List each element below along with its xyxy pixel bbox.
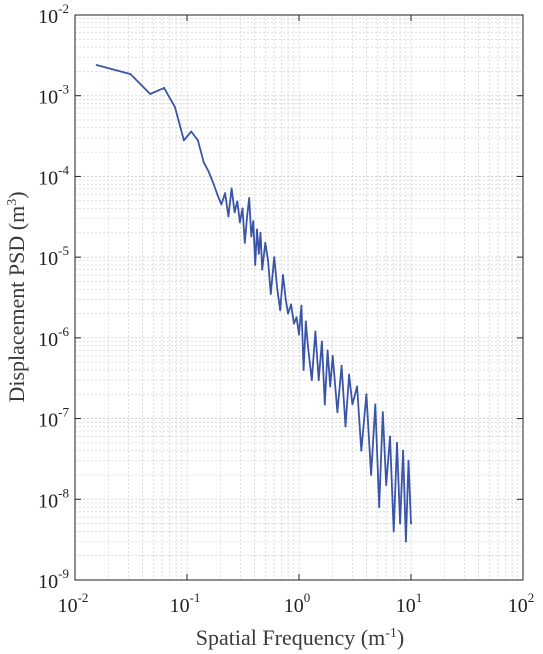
data-point [230,187,233,190]
data-point [385,484,388,486]
data-point [407,459,410,462]
data-point [314,330,317,333]
data-point [360,449,363,452]
x-tick-label: 10-1 [170,590,201,617]
data-point [216,194,219,197]
data-point [269,293,272,295]
data-point [326,349,329,352]
data-point [410,522,412,525]
data-point [241,207,244,210]
data-point [264,242,267,244]
data-point [279,309,282,312]
data-point [248,197,251,199]
data-point [348,373,350,376]
data-point [224,192,227,195]
data-point [295,316,298,319]
data-point [290,303,292,306]
data-point [381,411,384,414]
data-point [336,411,339,414]
data-point [257,252,260,255]
data-point [287,312,289,315]
x-tick-labels: 10-2 10-1 100 101 102 [58,590,535,617]
data-point [220,203,223,206]
data-point [396,442,398,444]
data-point [300,304,303,307]
data-point [183,139,185,142]
data-point [344,425,347,428]
data-point [227,215,230,218]
data-point [340,364,343,367]
data-point [284,298,287,301]
data-point [95,64,98,66]
tick-marks [74,14,524,581]
data-point [236,200,239,203]
data-point [250,235,253,238]
series-points [95,64,412,543]
data-point [331,354,334,357]
y-tick-labels: 10-9 10-8 10-7 10-6 10-5 10-4 10-3 10-2 [38,1,69,593]
x-axis-label: Spatial Frequency (m-1) [196,625,404,650]
data-point [329,385,332,388]
data-point [351,403,354,406]
data-point [149,93,152,95]
data-point [267,259,269,262]
x-tick-label: 100 [284,590,311,617]
grid-lines [75,15,523,580]
data-point [302,369,305,371]
data-point [304,320,307,323]
data-point [207,170,210,173]
data-point [392,530,395,533]
y-tick-label: 10-6 [38,324,69,351]
data-point [323,403,326,406]
data-point [310,379,313,381]
y-tick-label: 10-5 [38,243,69,270]
y-axis-label: Displacement PSD (m3) [4,191,29,402]
psd-series-line [96,64,412,543]
data-point [174,106,176,109]
data-point [197,139,199,142]
data-point [356,385,358,388]
data-point [259,231,262,234]
data-point [261,268,264,271]
data-point [378,506,381,508]
data-point [246,215,249,218]
data-point [233,211,236,214]
data-point [190,130,193,133]
data-point [374,403,377,406]
y-tick-label: 10-9 [38,566,69,593]
data-point [307,344,309,347]
data-point [298,333,300,336]
data-point [273,256,276,258]
x-tick-label: 101 [396,590,423,617]
data-point [405,540,407,543]
data-point [252,220,255,223]
data-point [365,393,368,396]
data-point [321,340,323,343]
data-point [243,242,246,244]
data-point [370,474,372,476]
data-point [282,274,284,276]
y-tick-label: 10-2 [38,1,69,28]
data-point [212,182,215,185]
data-point [256,228,258,231]
y-tick-label: 10-3 [38,82,69,109]
data-point [389,435,391,438]
y-tick-label: 10-4 [38,162,69,189]
data-point [254,264,257,266]
y-tick-label: 10-8 [38,485,69,512]
data-point [276,288,279,291]
x-tick-label: 102 [508,590,535,617]
data-point [399,522,401,525]
y-tick-label: 10-7 [38,405,69,432]
data-point [317,379,320,381]
data-point [163,87,166,89]
data-point [129,73,132,75]
data-point [402,449,404,452]
x-tick-label: 10-2 [58,590,89,617]
data-point [239,221,241,224]
data-point [202,161,205,164]
data-point [293,322,295,325]
